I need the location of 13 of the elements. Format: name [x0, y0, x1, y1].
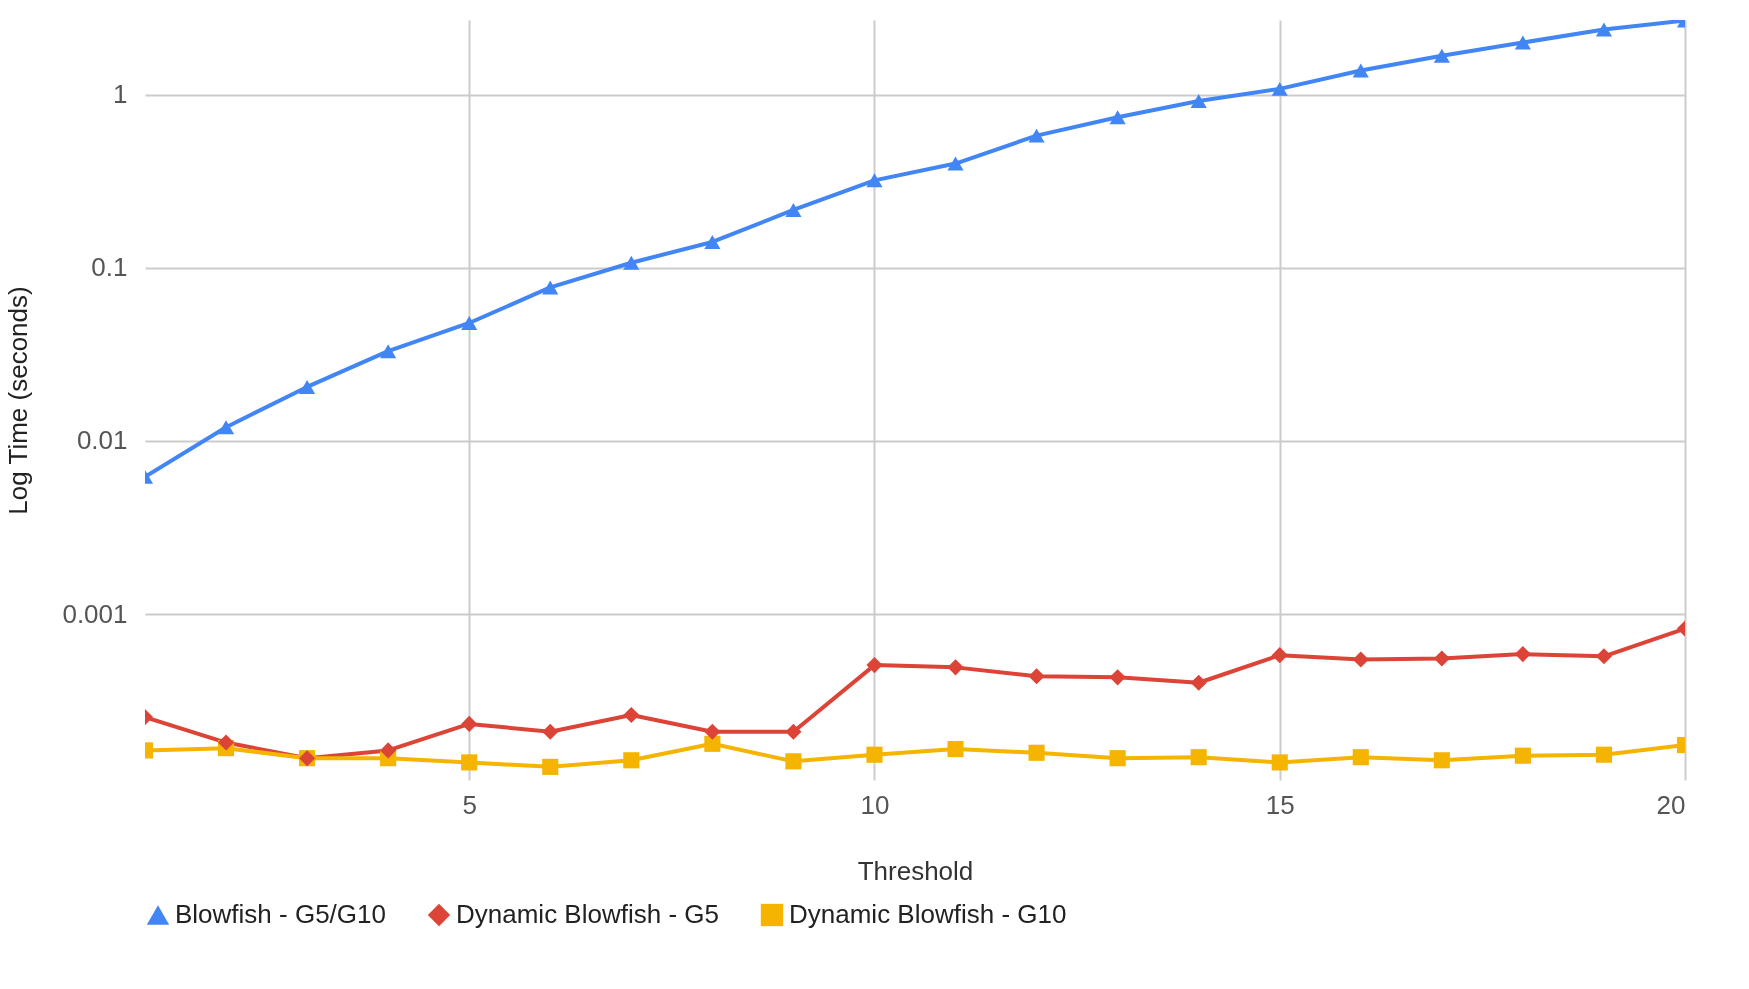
x-tick-label: 10 — [860, 789, 890, 820]
y-tick-label: 0.1 — [91, 252, 128, 283]
y-tick-label: 1 — [113, 79, 128, 110]
x-tick-label: 20 — [1656, 789, 1686, 820]
legend-label: Dynamic Blowfish - G10 — [789, 899, 1067, 929]
x-tick-label: 5 — [462, 789, 477, 820]
y-tick-label: 0.01 — [76, 425, 128, 456]
x-axis-title: Threshold — [857, 855, 974, 886]
y-axis-title: Log Time (seconds) — [3, 286, 34, 515]
x-tick-label: 15 — [1265, 789, 1295, 820]
legend-label: Dynamic Blowfish - G5 — [456, 899, 719, 929]
y-tick-label: 0.001 — [62, 598, 128, 629]
legend-label: Blowfish - G5/G10 — [175, 899, 386, 929]
